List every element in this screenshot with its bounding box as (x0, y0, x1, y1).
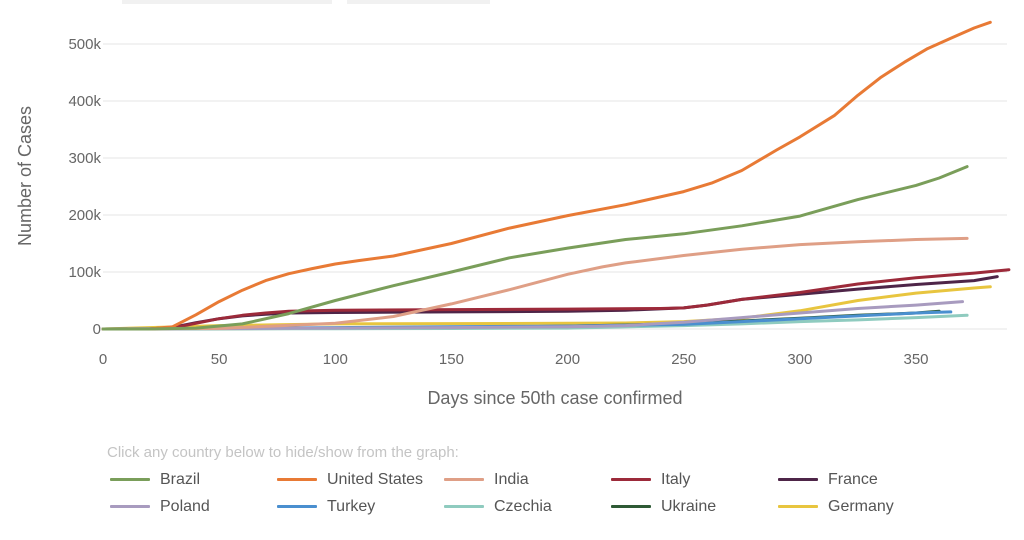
legend-swatch (110, 505, 150, 508)
x-tick-label: 300 (787, 351, 812, 368)
legend-swatch (611, 478, 651, 481)
y-tick-label: 300k (68, 150, 101, 167)
legend-label: Turkey (327, 497, 376, 515)
legend-label: France (828, 470, 878, 488)
legend-item-united-states[interactable]: United States (277, 470, 444, 489)
y-tick-label: 100k (68, 264, 101, 281)
legend-label: Germany (828, 497, 894, 515)
legend-label: Brazil (160, 470, 201, 488)
series-line-brazil[interactable] (101, 165, 969, 331)
legend-label: Italy (661, 470, 691, 488)
y-tick-label: 500k (68, 36, 101, 53)
legend-swatch (277, 505, 317, 508)
legend-item-france[interactable]: France (778, 470, 945, 489)
x-tick-label: 150 (439, 351, 464, 368)
x-tick-label: 200 (555, 351, 580, 368)
x-tick-label: 0 (99, 351, 107, 368)
legend-item-turkey[interactable]: Turkey (277, 497, 444, 516)
legend-item-brazil[interactable]: Brazil (110, 470, 277, 489)
legend-hint: Click any country below to hide/show fro… (107, 444, 459, 461)
legend-item-poland[interactable]: Poland (110, 497, 277, 516)
legend-item-germany[interactable]: Germany (778, 497, 945, 516)
legend-swatch (611, 505, 651, 508)
x-axis-title: Days since 50th case confirmed (427, 388, 682, 408)
series-line-poland[interactable] (101, 300, 964, 331)
legend: Brazil United States India Italy France Polan… (110, 470, 1010, 516)
legend-item-india[interactable]: India (444, 470, 611, 489)
legend-swatch (444, 478, 484, 481)
top-tab-left (122, 0, 332, 4)
legend-swatch (778, 505, 818, 508)
series-line-india[interactable] (101, 236, 969, 331)
legend-item-italy[interactable]: Italy (611, 470, 778, 489)
y-tick-label: 400k (68, 93, 101, 110)
y-axis-title: Number of Cases (15, 106, 35, 246)
y-tick-label: 0 (93, 321, 101, 338)
legend-label: United States (327, 470, 424, 488)
legend-swatch (110, 478, 150, 481)
top-tab-right (347, 0, 490, 4)
y-axis-ticks: 0 100k 200k 300k 400k 500k (68, 36, 101, 338)
legend-item-ukraine[interactable]: Ukraine (611, 497, 778, 516)
series-lines (101, 20, 1011, 331)
series-line-united-states[interactable] (101, 20, 992, 331)
legend-item-czechia[interactable]: Czechia (444, 497, 611, 516)
legend-label: Czechia (494, 497, 552, 515)
x-tick-label: 100 (323, 351, 348, 368)
legend-label: India (494, 470, 529, 488)
y-tick-label: 200k (68, 207, 101, 224)
x-tick-label: 250 (671, 351, 696, 368)
x-tick-label: 350 (903, 351, 928, 368)
legend-label: Ukraine (661, 497, 717, 515)
legend-swatch (778, 478, 818, 481)
series-line-italy[interactable] (101, 268, 1011, 331)
x-tick-label: 50 (211, 351, 228, 368)
x-axis-ticks: 0 50 100 150 200 250 300 350 (99, 351, 929, 368)
legend-label: Poland (160, 497, 210, 515)
legend-swatch (444, 505, 484, 508)
gridlines (103, 43, 1007, 330)
legend-swatch (277, 478, 317, 481)
